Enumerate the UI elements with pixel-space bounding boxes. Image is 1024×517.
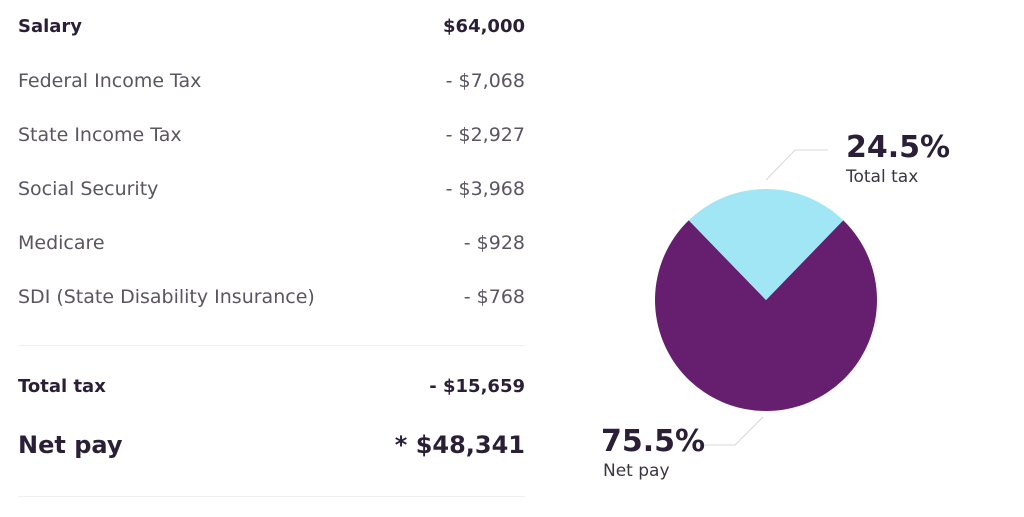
pie-slice-net-pay [655,220,877,411]
divider [18,496,525,497]
net-percent-label: 75.5% [601,424,706,459]
deduction-value: - $7,068 [445,70,525,92]
salary-label: Salary [18,16,83,37]
deduction-row: Medicare - $928 [18,232,525,254]
deduction-label: Social Security [18,178,159,200]
deduction-label: SDI (State Disability Insurance) [18,286,315,308]
total-tax-value: - $15,659 [429,376,525,397]
pie-slice-total-tax [688,188,844,300]
divider [18,345,525,346]
deduction-row: Social Security - $3,968 [18,178,525,200]
deduction-label: Medicare [18,232,105,254]
deduction-label: Federal Income Tax [18,70,202,92]
deduction-value: - $928 [463,232,525,254]
deduction-value: - $3,968 [445,178,525,200]
net-pay-row: Net pay * $48,341 [18,431,525,459]
total-tax-row: Total tax - $15,659 [18,376,525,397]
deduction-row: Federal Income Tax - $7,068 [18,70,525,92]
deduction-value: - $2,927 [445,124,525,146]
leader-line-tax [765,149,828,181]
salary-value: $64,000 [443,16,525,37]
net-pay-value: * $48,341 [394,431,525,459]
tax-slice-name: Total tax [846,167,919,187]
leader-line-net [703,416,764,446]
total-tax-label: Total tax [18,376,106,397]
deduction-value: - $768 [463,286,525,308]
deduction-label: State Income Tax [18,124,182,146]
salary-row: Salary $64,000 [18,16,525,37]
net-pay-label: Net pay [18,431,123,459]
net-slice-name: Net pay [603,461,670,481]
deduction-row: SDI (State Disability Insurance) - $768 [18,286,525,308]
deduction-row: State Income Tax - $2,927 [18,124,525,146]
tax-percent-label: 24.5% [846,130,951,165]
